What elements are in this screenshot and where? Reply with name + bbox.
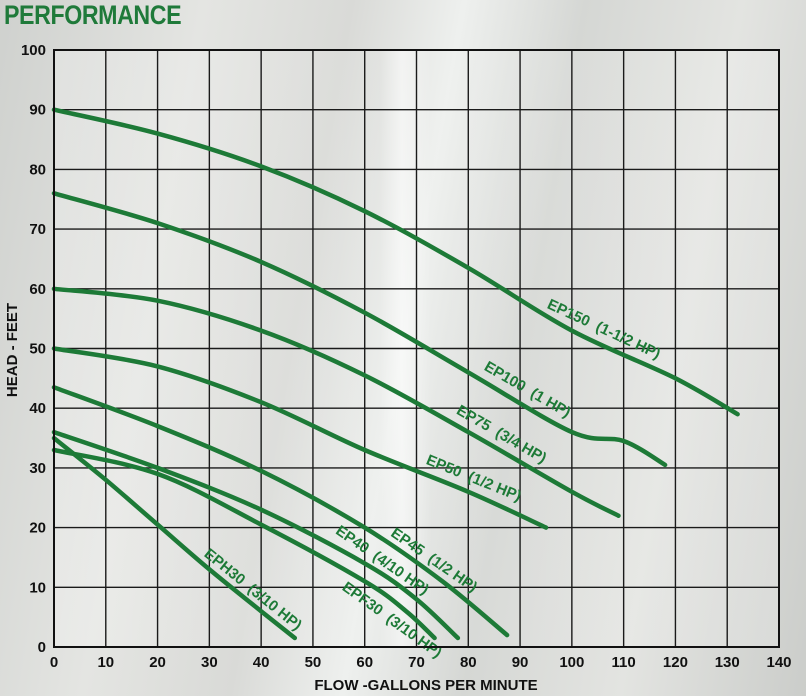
y-tick-label: 100 — [21, 42, 46, 59]
series-label: EPH30 (3/10 HP) — [201, 545, 305, 634]
x-tick-label: 10 — [97, 654, 114, 671]
x-tick-label: 80 — [460, 654, 477, 671]
x-axis-title: FLOW -GALLONS PER MINUTE — [314, 677, 537, 694]
y-tick-label: 90 — [29, 102, 46, 119]
pump-curves — [51, 107, 740, 641]
x-tick-label: 60 — [356, 654, 373, 671]
series-line — [51, 107, 740, 417]
y-tick-label: 0 — [38, 639, 46, 656]
y-tick-label: 20 — [29, 520, 46, 537]
y-tick-label: 50 — [29, 341, 46, 358]
series-line — [51, 346, 549, 530]
x-tick-label: 120 — [663, 654, 688, 671]
series-label: EP150 (1-1/2 HP) — [545, 296, 663, 363]
x-tick-label: 110 — [612, 654, 636, 671]
x-tick-label: 140 — [766, 654, 791, 671]
series-line — [51, 447, 437, 641]
x-tick-label: 70 — [408, 654, 425, 671]
x-tick-label: 90 — [512, 654, 529, 671]
y-tick-label: 30 — [29, 460, 46, 477]
y-tick-label: 10 — [29, 579, 46, 596]
x-tick-label: 40 — [253, 654, 270, 671]
x-tick-label: 100 — [559, 654, 584, 671]
y-tick-label: 80 — [29, 161, 46, 178]
y-axis-title: HEAD - FEET — [4, 303, 21, 397]
series-line — [51, 286, 621, 518]
series-line — [51, 429, 461, 641]
page-title: PERFORMANCE — [4, 0, 182, 30]
tick-labels: 0 10 20 30 40 50 60 70 80 90 100 110 120 130 140 0 10 20 3… — [21, 42, 792, 671]
series-label: EPF30 (3/10 HP) — [339, 579, 445, 662]
series-line — [51, 435, 298, 641]
y-tick-label: 40 — [29, 400, 46, 417]
x-tick-label: 20 — [149, 654, 166, 671]
plot-frame — [53, 49, 780, 648]
series-line — [51, 385, 510, 638]
grid-lines — [53, 49, 780, 648]
x-tick-label: 50 — [305, 654, 322, 671]
y-tick-label: 60 — [29, 281, 46, 298]
x-tick-label: 30 — [201, 654, 218, 671]
x-tick-label: 130 — [715, 654, 740, 671]
y-tick-label: 70 — [29, 221, 46, 238]
x-tick-label: 0 — [50, 654, 58, 671]
series-line — [51, 191, 668, 468]
